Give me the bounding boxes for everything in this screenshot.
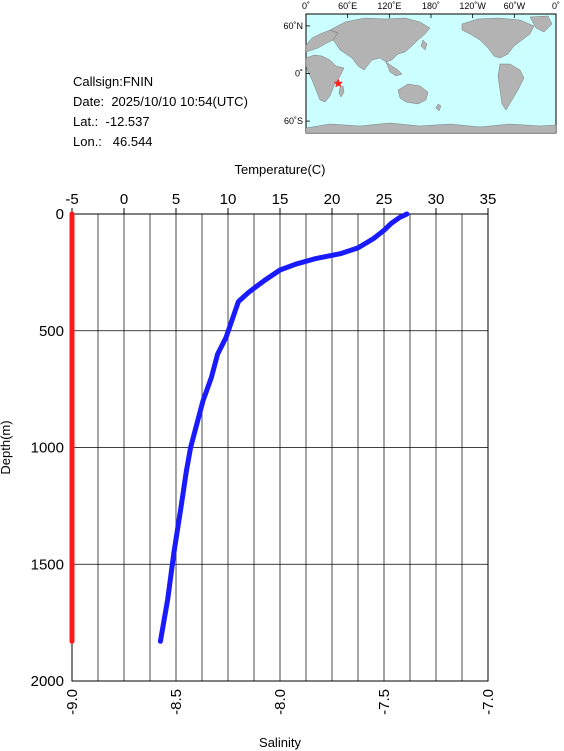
depth-tick-label: 1500 bbox=[31, 556, 64, 573]
temperature-tick-labels: -5 0 5 10 15 20 25 30 35 bbox=[65, 191, 496, 208]
map-longitude-label: 0˚ bbox=[552, 1, 560, 11]
salinity-axis-label: Salinity bbox=[259, 735, 301, 750]
map-land bbox=[305, 15, 557, 134]
temperature-tick-label: 5 bbox=[172, 191, 180, 208]
lat-value: -12.537 bbox=[105, 114, 150, 129]
map-longitude-label: 120˚E bbox=[377, 1, 401, 11]
land-greenland bbox=[529, 15, 553, 33]
salinity-tick-labels: -9.0 -8.5 -8.0 -7.5 -7.0 bbox=[64, 689, 497, 715]
map-longitude-labels: 0˚ 60˚E 120˚E 180˚ 120˚W 60˚W 0˚ bbox=[302, 1, 560, 11]
callsign-row: Callsign:FNIN bbox=[73, 72, 248, 92]
callsign-label: Callsign: bbox=[73, 74, 123, 89]
station-marker-icon bbox=[333, 78, 344, 88]
salinity-tick-label: -7.0 bbox=[480, 689, 497, 715]
temperature-tick-label: 10 bbox=[220, 191, 237, 208]
date-row: Date: 2025/10/10 10:54(UTC) bbox=[73, 92, 248, 112]
map-longitude-label: 180˚ bbox=[422, 1, 440, 11]
callsign-value: FNIN bbox=[122, 74, 154, 89]
temperature-tick-label: -5 bbox=[65, 191, 78, 208]
map-latitude-labels: 60˚N 0˚ 60˚S bbox=[283, 21, 303, 126]
depth-tick-label: 1000 bbox=[31, 440, 64, 457]
lon-row: Lon.: 46.544 bbox=[73, 132, 248, 152]
depth-tick-labels: 0 500 1000 1500 2000 bbox=[31, 206, 64, 690]
temperature-tick-label: 0 bbox=[120, 191, 128, 208]
land-australia bbox=[397, 83, 429, 105]
land-madagascar bbox=[338, 85, 345, 98]
salinity-tick-label: -7.5 bbox=[376, 689, 393, 715]
location-map: 0˚ 60˚E 120˚E 180˚ 120˚W 60˚W 0˚ 60˚N 0˚ 60˚S bbox=[283, 1, 560, 134]
land-asia bbox=[329, 17, 431, 71]
temperature-axis-label: Temperature(C) bbox=[234, 162, 325, 177]
salinity-tick-label: -8.5 bbox=[168, 689, 185, 715]
temperature-tick-label: 20 bbox=[324, 191, 341, 208]
map-latitude-label: 0˚ bbox=[295, 69, 303, 79]
map-longitude-label: 120˚W bbox=[459, 1, 486, 11]
lat-label: Lat.: bbox=[73, 114, 99, 129]
chart-grid bbox=[71, 213, 489, 682]
temperature-tick-label: 35 bbox=[480, 191, 497, 208]
land-antarctica bbox=[305, 122, 557, 134]
temperature-tick-label: 30 bbox=[428, 191, 445, 208]
temperature-tick-label: 25 bbox=[376, 191, 393, 208]
salinity-tick-label: -8.0 bbox=[272, 689, 289, 715]
lon-label: Lon.: bbox=[73, 134, 102, 149]
station-info: Callsign:FNIN Date: 2025/10/10 10:54(UTC… bbox=[73, 72, 248, 152]
lat-row: Lat.: -12.537 bbox=[73, 112, 248, 132]
map-latitude-label: 60˚S bbox=[284, 116, 303, 126]
map-longitude-label: 60˚E bbox=[338, 1, 357, 11]
land-new-zealand bbox=[435, 103, 442, 112]
date-label: Date: bbox=[73, 94, 105, 109]
depth-axis-label: Depth(m) bbox=[0, 420, 13, 474]
depth-tick-label: 500 bbox=[39, 323, 64, 340]
top-axis-ticks bbox=[71, 208, 489, 214]
date-value: 2025/10/10 10:54(UTC) bbox=[111, 94, 248, 109]
depth-tick-label: 2000 bbox=[31, 673, 64, 690]
land-north-america bbox=[461, 17, 535, 59]
chart-series bbox=[69, 211, 410, 644]
map-latitude-label: 60˚N bbox=[283, 21, 303, 31]
land-africa bbox=[305, 54, 345, 103]
map-longitude-label: 0˚ bbox=[302, 1, 310, 11]
map-ticks bbox=[305, 14, 557, 122]
land-japan bbox=[420, 39, 428, 51]
lon-value: 46.544 bbox=[112, 134, 153, 149]
temperature-tick-label: 15 bbox=[272, 191, 289, 208]
map-longitude-label: 60˚W bbox=[504, 1, 526, 11]
land-southeast-asia bbox=[385, 61, 403, 77]
land-south-america bbox=[497, 63, 525, 111]
temperature-profile-line bbox=[157, 211, 410, 644]
depth-tick-label: 0 bbox=[56, 206, 64, 223]
salinity-tick-label: -9.0 bbox=[64, 689, 81, 715]
